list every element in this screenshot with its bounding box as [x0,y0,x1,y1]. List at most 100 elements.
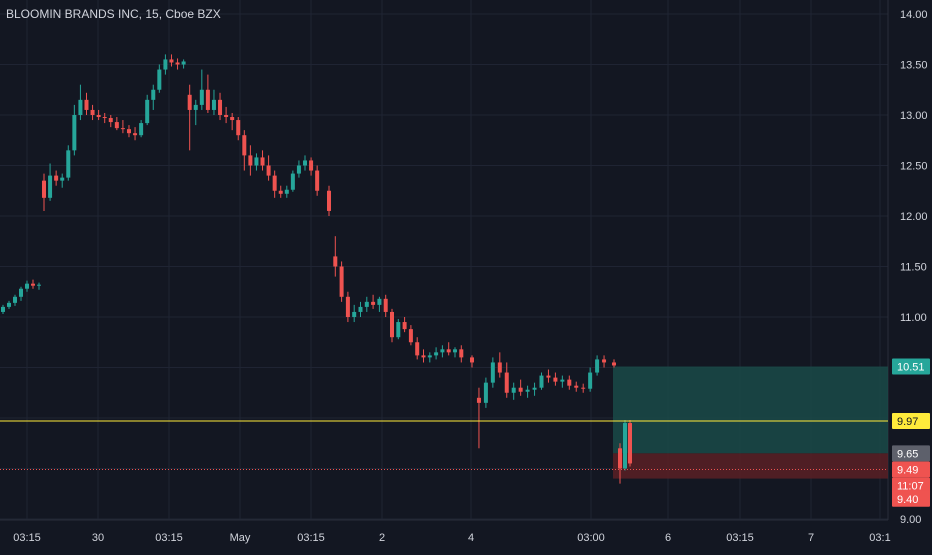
candle-body [539,375,544,388]
candle-body [163,59,168,70]
price-tick-label: 14.00 [900,9,928,21]
candle-body [574,385,579,388]
candle-body [205,89,210,110]
candle-body [383,298,388,312]
candle-body [199,89,204,105]
candle-body [483,382,488,403]
candle-body [13,296,17,303]
price-label-box [892,358,930,375]
candle-body [296,165,301,174]
candle-body [25,283,29,289]
candle-body [490,362,495,383]
time-tick-label: 03:1 [869,532,890,544]
candle-body [31,283,35,286]
candle-body [402,322,407,330]
candle-body [339,266,344,297]
candle-body [618,448,622,469]
candle-body [459,349,464,358]
time-tick-label: 6 [665,532,671,544]
candle-body [120,128,125,130]
candle-body [278,190,283,194]
candle-body [37,284,41,286]
candle-body [48,175,53,198]
candle-body [434,352,439,356]
candle-body [315,170,320,191]
candle-body [266,165,271,176]
candle-body [421,355,426,358]
candle-body [511,387,516,393]
candle-body [114,122,119,129]
candle-body [84,99,89,110]
candle-body [290,173,295,190]
candle-body [581,387,586,389]
time-tick-label: 2 [379,532,385,544]
time-tick-label: 03:15 [297,532,325,544]
price-label: 9.97 [897,416,918,428]
candle-body [54,175,59,181]
time-tick-label: May [230,532,251,544]
candle-body [193,104,198,110]
candle-body [72,115,77,151]
candle-body [453,349,457,353]
candle-body [303,160,308,166]
candle-body [248,155,253,166]
candle-body [157,69,162,90]
candle-body [440,349,445,353]
price-tick-label: 13.50 [900,60,928,72]
candle-body [1,306,5,312]
time-tick-label: 4 [468,532,474,544]
candle-body [560,379,565,382]
candle-body [181,61,186,65]
time-tick-label: 30 [92,532,104,544]
price-label: 10.51 [897,361,925,373]
candle-body [396,322,401,338]
price-label: 11:07 [897,481,924,493]
candle-body [272,175,277,191]
price-label-box [892,413,930,430]
candle-body [284,189,289,194]
candle-body [390,311,394,338]
candle-body [145,99,150,124]
candle-body [352,311,357,317]
time-tick-label: 03:00 [577,532,605,544]
candle-body [78,99,83,115]
candle-body [588,372,593,389]
candle-body [108,118,113,123]
candle-body [309,160,314,171]
candle-body [242,135,247,156]
candle-body [345,296,350,317]
candle-body [427,355,432,358]
candle-body [567,379,572,386]
candle-body [236,120,241,136]
candle-body [377,298,382,305]
profit-zone [613,366,888,454]
candle-body [408,329,413,343]
price-tick-label: 12.50 [900,161,928,173]
candle-body [612,362,616,366]
candle-body [218,99,223,115]
candle-body [415,342,420,356]
price-label: 9.49 [897,465,918,477]
candle-body [224,115,229,118]
candle-body [546,375,551,378]
time-tick-label: 03:15 [13,532,41,544]
candle-body [595,359,600,373]
price-label-box [892,445,930,462]
price-tick-label: 9.00 [900,514,921,526]
candle-body [532,387,537,390]
candle-body [623,423,627,469]
candle-body [628,423,632,464]
candle-body [504,372,509,393]
candle-body [96,115,101,118]
candle-body [358,306,363,312]
price-tick-label: 13.00 [900,110,928,122]
candle-body [602,359,607,363]
candle-body [133,133,138,136]
candle-body [169,59,174,63]
candle-body [371,301,376,305]
candle-body [42,180,46,198]
price-tick-label: 11.50 [900,262,927,274]
candle-body [230,117,235,121]
